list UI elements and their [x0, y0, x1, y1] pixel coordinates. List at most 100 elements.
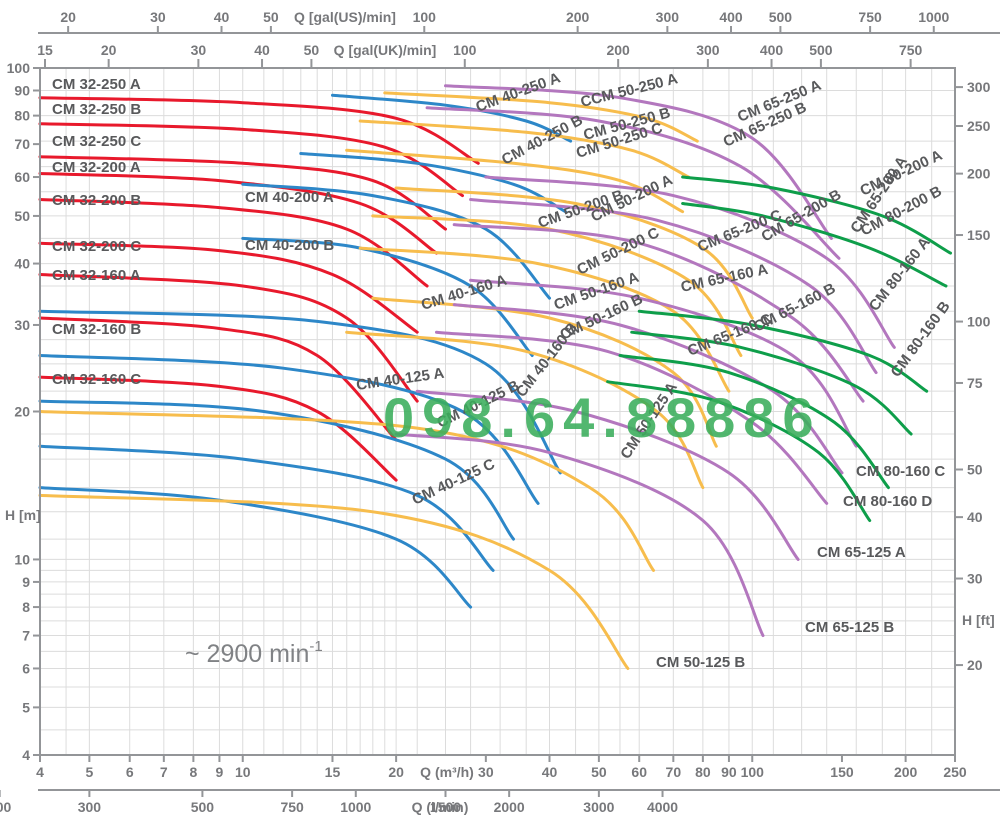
tick-label-h-m: 20	[14, 404, 30, 420]
tick-label-h-ft: 20	[967, 657, 983, 673]
tick-label-h-m: 30	[14, 317, 30, 333]
tick-label-lmin: 4000	[647, 799, 678, 815]
curve-cm-65-200-c	[452, 223, 865, 403]
axis-gal-uk: 15 20 30 40 50 100 200 300 400 500 750 Q [gal(UK)/m…	[37, 42, 923, 67]
curve-cm-50-200-b	[371, 214, 743, 357]
tick-label-h-m: 50	[14, 208, 30, 224]
tick-label-lmin: 1500	[430, 799, 461, 815]
tick-label-h-ft: 75	[967, 375, 983, 391]
tick-label-m3h: 40	[542, 764, 558, 780]
tick-label-m3h: 6	[126, 764, 134, 780]
curve-label-cm-40-200-b: CM 40-200 B	[245, 237, 334, 254]
curve-cm-32-250-b	[38, 122, 464, 198]
axis-label-gal-us: Q [gal(US)/min]	[294, 9, 396, 25]
tick-label-m3h: 100	[741, 764, 765, 780]
curve-label-cm-32-250-a: CM 32-250 A	[52, 76, 141, 93]
curve-cm-50-160-b	[345, 330, 705, 490]
tick-label-h-m: 10	[14, 551, 30, 567]
tick-label-m3h: 8	[189, 764, 197, 780]
tick-label-gal-uk: 15	[37, 42, 53, 58]
tick-label-h-m: 9	[22, 574, 30, 590]
curve-cm-80-160-a	[637, 309, 929, 393]
tick-label-m3h: 20	[388, 764, 404, 780]
tick-label-h-m: 7	[22, 628, 30, 644]
tick-label-h-ft: 150	[967, 227, 991, 243]
curve-cm-80-200-a	[681, 175, 952, 255]
curve-cm-40-125-c	[38, 486, 473, 609]
tick-label-gal-uk: 500	[809, 42, 833, 58]
curve-cm-32-250-a	[38, 96, 480, 165]
curve-label-cm-65-125-a: CM 65-125 A	[817, 544, 906, 561]
curve-cm-65-160-b	[452, 303, 844, 475]
curve-cm-32-160-c	[38, 375, 398, 482]
curve-cm-40-160-b	[38, 354, 540, 505]
curve-cm-65-160-a	[469, 278, 858, 448]
tick-label-m3h: 5	[85, 764, 93, 780]
tick-label-m3h: 10	[235, 764, 251, 780]
tick-label-lmin: 200	[0, 799, 12, 815]
curve-cm-65-125-a	[415, 389, 800, 561]
tick-label-gal-uk: 750	[899, 42, 923, 58]
curve-cm-50-250-c	[345, 148, 685, 214]
axis-lmin: 7510015020030050075010001500200030004000…	[0, 789, 1000, 815]
tick-label-h-m: 90	[14, 82, 30, 98]
curve-cm-50-160-a	[371, 296, 718, 448]
axis-label-lmin: Q (l/min)	[412, 799, 469, 815]
tick-label-gal-us: 750	[858, 9, 882, 25]
watermark-phone-number: 098.64.88886	[383, 386, 822, 449]
curve-cm-65-250-a	[444, 84, 833, 240]
tick-label-gal-us: 40	[214, 9, 230, 25]
curve-label-cm-32-200-a: CM 32-200 A	[52, 159, 141, 176]
tick-label-h-ft: 30	[967, 571, 983, 587]
tick-label-m3h: 90	[721, 764, 737, 780]
tick-label-h-m: 70	[14, 136, 30, 152]
axis-label-h-ft: H [ft]	[962, 612, 995, 628]
curve-cm-65-125-b	[394, 432, 765, 638]
curve-cm-32-160-a	[38, 273, 419, 403]
tick-label-lmin: 300	[78, 799, 102, 815]
curve-ccm-50-250-a	[383, 91, 699, 143]
axis-h-ft: 300 250 200 150 100 75 50 40 30 20 H [ft]	[955, 79, 995, 673]
tick-label-gal-us: 500	[769, 9, 793, 25]
curve-cm-80-200-b	[681, 202, 948, 288]
tick-label-lmin: 1000	[340, 799, 371, 815]
tick-label-gal-us: 100	[413, 9, 437, 25]
curve-label-cm-40-200-a: CM 40-200 A	[245, 189, 334, 206]
tick-label-m3h: 200	[894, 764, 918, 780]
curve-cm-65-200-a	[484, 175, 896, 349]
curve-cm-50-250-b	[358, 119, 691, 179]
curve-cm-32-160-b	[38, 316, 398, 442]
curve-cm-40-160-a	[38, 309, 562, 475]
tick-label-gal-uk: 50	[304, 42, 320, 58]
tick-label-m3h: 80	[695, 764, 711, 780]
tick-label-gal-us: 30	[150, 9, 166, 25]
tick-label-gal-us: 200	[566, 9, 590, 25]
tick-label-lmin: 3000	[583, 799, 614, 815]
curve-cm-40-125-b	[38, 444, 495, 572]
tick-label-h-m: 5	[22, 699, 30, 715]
curve-label-cm-32-160-a: CM 32-160 A	[52, 267, 141, 284]
tick-label-gal-us: 300	[656, 9, 680, 25]
curve-cm-80-160-d	[606, 380, 872, 522]
tick-label-gal-us: 400	[719, 9, 743, 25]
curve-cm-40-250-b	[299, 152, 567, 214]
tick-label-h-ft: 100	[967, 314, 991, 330]
tick-label-m3h: 60	[631, 764, 647, 780]
tick-label-gal-uk: 100	[453, 42, 477, 58]
axis-label-gal-uk: Q [gal(UK)/min]	[334, 42, 437, 58]
tick-label-h-ft: 40	[967, 509, 983, 525]
tick-label-m3h: 9	[216, 764, 224, 780]
curve-cm-65-250-b	[425, 106, 841, 260]
curve-cm-50-125-a	[38, 410, 655, 572]
tick-label-gal-uk: 20	[101, 42, 117, 58]
tick-label-lmin: 500	[191, 799, 215, 815]
curve-cm-32-250-c	[38, 155, 447, 231]
tick-label-h-m: 6	[22, 660, 30, 676]
curve-cm-40-125-a	[38, 399, 515, 541]
axis-gal-us: 20 30 40 50 100 200 300 400 500 750 1000 Q [gal(US)…	[38, 9, 1000, 34]
curves	[38, 84, 952, 670]
axis-m3h: 4 5 6 7 8 9 10 15 20 30 40 50 60 70 80 90 100 150 200 250 Q …	[36, 755, 967, 780]
grid	[40, 68, 955, 755]
